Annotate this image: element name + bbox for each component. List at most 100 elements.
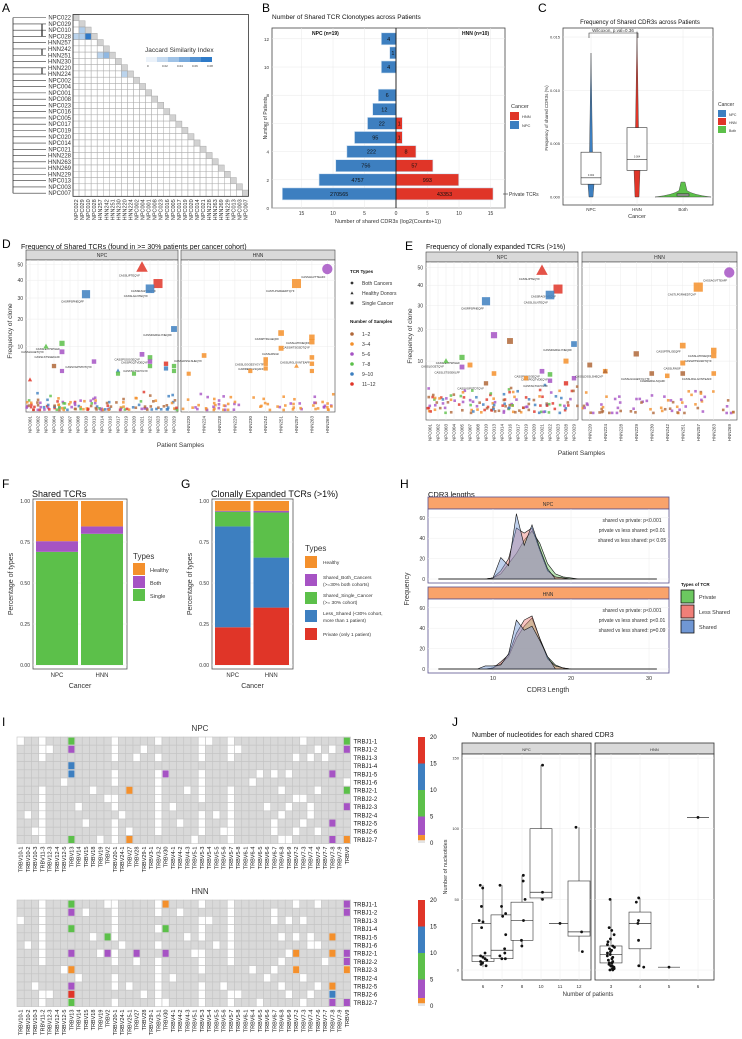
heatmap-cell: [277, 835, 286, 844]
heatmap-cell: [190, 948, 199, 958]
heatmap-cell: [96, 948, 105, 958]
heatmap-cell: [241, 744, 250, 754]
column-label: TRBV19: [98, 847, 104, 868]
column-label: HNN263: [213, 199, 219, 220]
legend-swatch: [133, 563, 145, 575]
heatmap-cell: [168, 989, 177, 999]
heatmap-cell: [45, 777, 54, 787]
point: [533, 403, 537, 407]
x-tick-label: HNN224: [603, 424, 608, 442]
heatmap-cell: [132, 802, 141, 812]
heatmap-cell-similarity: [103, 51, 110, 59]
heatmap-cell: [236, 189, 243, 197]
heatmap-cell: [270, 899, 279, 909]
heatmap-cell: [132, 957, 141, 966]
heatmap-cell: [263, 818, 272, 828]
heatmap-cell: [176, 965, 185, 975]
heatmap-cell: [103, 95, 110, 103]
bar-value-label: 1: [398, 136, 401, 142]
heatmap-cell: [219, 916, 228, 925]
heatmap-cell: [226, 818, 235, 828]
heatmap-cell: [183, 826, 192, 836]
point: [589, 411, 592, 415]
heatmap-cell: [67, 932, 76, 942]
heatmap-cell: [263, 981, 272, 991]
point-single-cancer: [147, 355, 153, 360]
heatmap-cell: [263, 761, 272, 771]
heatmap-cell-value: [329, 836, 336, 843]
data-point: [574, 825, 578, 829]
heatmap-cell: [118, 826, 127, 836]
point: [511, 410, 515, 414]
heatmap-cell: [193, 145, 201, 153]
heatmap-cell: [147, 769, 156, 779]
heatmap-cell: [60, 948, 69, 958]
heatmap-cell: [248, 932, 257, 942]
y-tick-label: 20: [17, 317, 23, 323]
point-single-cancer: [171, 326, 177, 332]
point: [449, 394, 453, 397]
heatmap-cell: [328, 785, 337, 795]
heatmap-cell: [89, 973, 98, 983]
point-single-cancer: [309, 361, 315, 366]
heatmap-cell: [284, 761, 293, 771]
point: [321, 400, 324, 404]
heatmap-cell: [74, 998, 83, 1007]
row-label: NPC014: [48, 141, 71, 147]
heatmap-cell: [151, 102, 158, 109]
heatmap-cell: [96, 152, 104, 159]
heatmap-cell: [147, 965, 156, 975]
heatmap-cell: [125, 989, 134, 999]
heatmap-cell: [118, 973, 127, 983]
heatmap-cell: [147, 744, 156, 754]
point: [729, 411, 733, 415]
heatmap-cell: [321, 948, 330, 958]
point: [426, 406, 430, 410]
point: [645, 399, 649, 403]
heatmap-cell: [96, 89, 104, 97]
heatmap-cell: [224, 171, 231, 178]
point: [142, 390, 146, 394]
heatmap-cell: [132, 973, 141, 983]
point: [725, 405, 729, 408]
panel-label-g: G: [181, 477, 190, 491]
heatmap-cell: [96, 95, 104, 103]
heatmap-cell: [118, 948, 127, 958]
heatmap-cell: [193, 171, 201, 178]
heatmap-cell: [199, 171, 207, 178]
legend-label: 11–12: [362, 382, 376, 388]
heatmap-cell: [81, 940, 90, 950]
heatmap-cell: [284, 916, 293, 925]
point: [700, 400, 704, 403]
column-label: TRBV7-9: [338, 1010, 344, 1033]
column-label: TRBV19: [98, 1010, 104, 1031]
clone-label: CASSLSTSGEKLFF: [435, 370, 461, 374]
row-label: NPC005: [48, 116, 71, 122]
heatmap-cell: [139, 932, 148, 942]
heatmap-cell: [89, 998, 98, 1007]
heatmap-cell: [84, 83, 92, 90]
heatmap-cell: [183, 940, 192, 950]
heatmap-cell: [154, 777, 163, 787]
heatmap-cell: [306, 744, 315, 754]
heatmap-cell: [197, 777, 206, 787]
heatmap-cell: [299, 932, 308, 942]
point: [313, 395, 317, 399]
heatmap-cell: [183, 965, 192, 975]
heatmap-cell: [161, 826, 170, 836]
heatmap-cell: [169, 171, 177, 178]
heatmap-cell: [284, 736, 293, 746]
point: [601, 405, 605, 409]
heatmap-cell: [342, 932, 351, 942]
heatmap-cell: [321, 744, 330, 754]
heatmap-cell: [176, 957, 185, 966]
column-label: NPC003: [237, 199, 243, 220]
heatmap-cell: [277, 973, 286, 983]
facet-label: HNN: [654, 255, 665, 261]
point-single-cancer: [248, 368, 253, 374]
heatmap-cell: [292, 785, 301, 795]
heatmap-cell: [313, 981, 322, 991]
heatmap-cell: [90, 164, 98, 172]
heatmap-cell: [163, 120, 171, 128]
heatmap-cell: [60, 769, 69, 779]
